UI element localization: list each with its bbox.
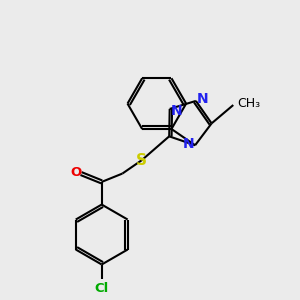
Text: S: S [136, 153, 147, 168]
Text: N: N [183, 136, 194, 151]
Text: CH₃: CH₃ [237, 97, 260, 110]
Text: Cl: Cl [94, 282, 109, 295]
Text: N: N [197, 92, 208, 106]
Text: O: O [70, 166, 82, 179]
Text: N: N [170, 103, 182, 118]
